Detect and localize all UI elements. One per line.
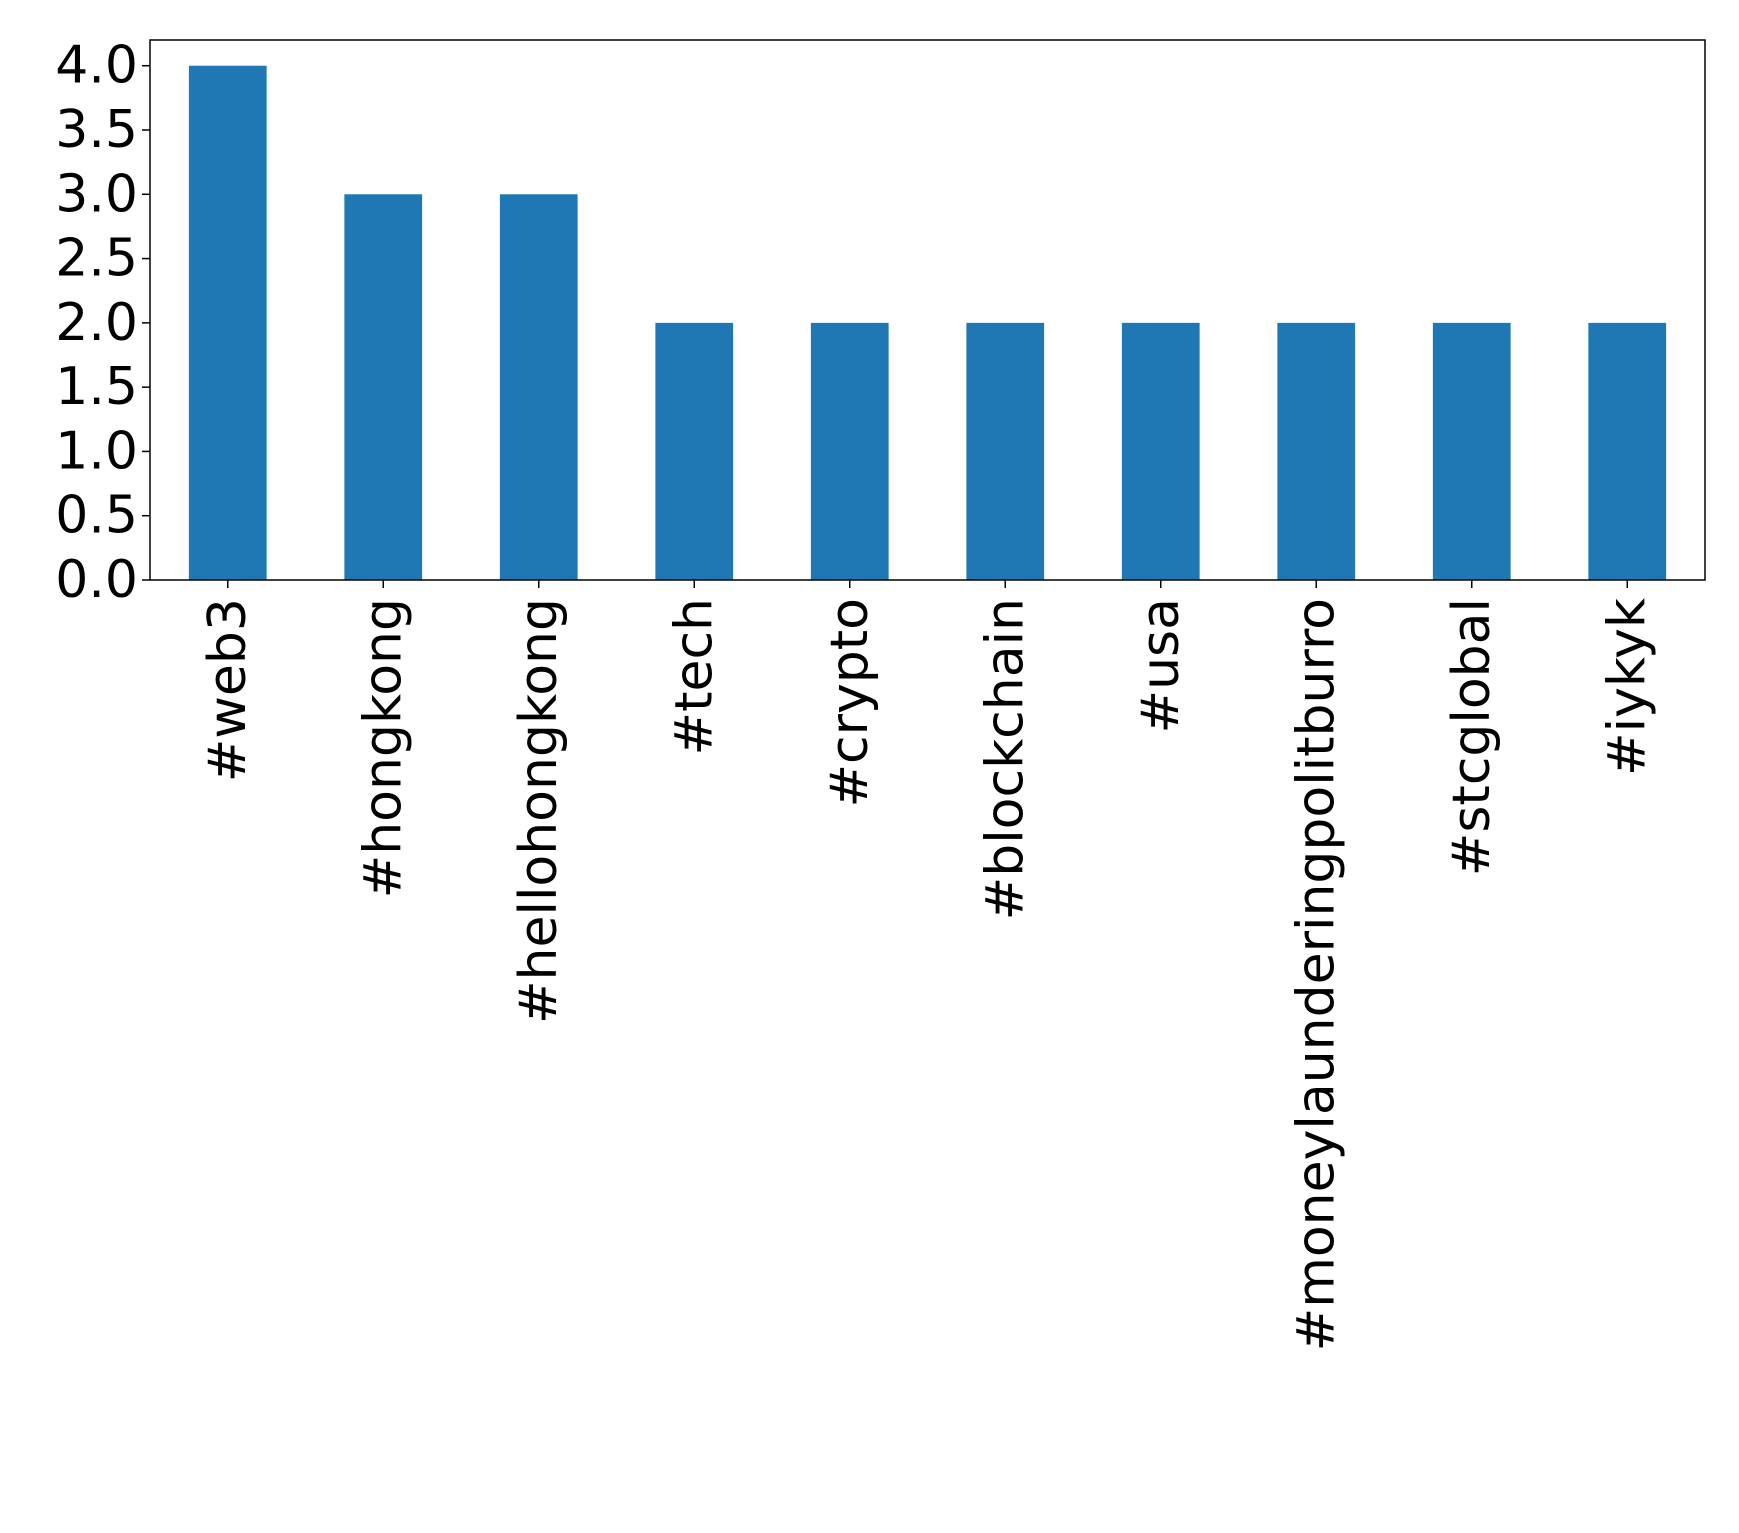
y-tick-label: 2.0 [55,293,138,353]
bar-stcglobal [1432,322,1511,580]
y-tick-label: 0.0 [55,550,138,610]
x-tick-label: #tech [664,598,724,756]
x-tick-label: #moneylaunderingpolitburro [1286,598,1346,1351]
bar-usa [1121,322,1200,580]
bars-layer [188,65,1667,581]
bar-hellohongkong [499,194,578,581]
x-tick-label: #hellohongkong [509,598,569,1024]
x-tick-label: #web3 [198,598,258,782]
bar-tech [655,322,734,580]
x-tick-label: #usa [1131,598,1191,733]
x-tick-label: #crypto [820,598,880,808]
y-tick-label: 1.5 [55,357,138,417]
x-axis: #web3 #hongkong #hellohongkong #tech #crypto… [198,580,1657,1351]
y-tick-label: 4.0 [55,36,138,96]
bar-hongkong [344,194,423,581]
bar-blockchain [966,322,1045,580]
bar-moneylaunderingpolitburro [1277,322,1356,580]
x-tick-label: #hongkong [353,598,413,898]
y-tick-label: 1.0 [55,421,138,481]
y-tick-label: 2.5 [55,229,138,289]
y-tick-label: 3.0 [55,164,138,224]
x-tick-label: #stcglobal [1442,598,1502,876]
plot-frame [149,39,1706,581]
y-tick-label: 3.5 [55,100,138,160]
bar-crypto [810,322,889,580]
bar-iykyk [1588,322,1667,580]
bar-web3 [188,65,267,580]
y-axis: 0.00.51.01.52.02.53.03.54.0 [55,36,150,610]
x-tick-label: #iykyk [1597,598,1657,776]
x-tick-label: #blockchain [975,598,1035,920]
y-tick-label: 0.5 [55,486,138,546]
